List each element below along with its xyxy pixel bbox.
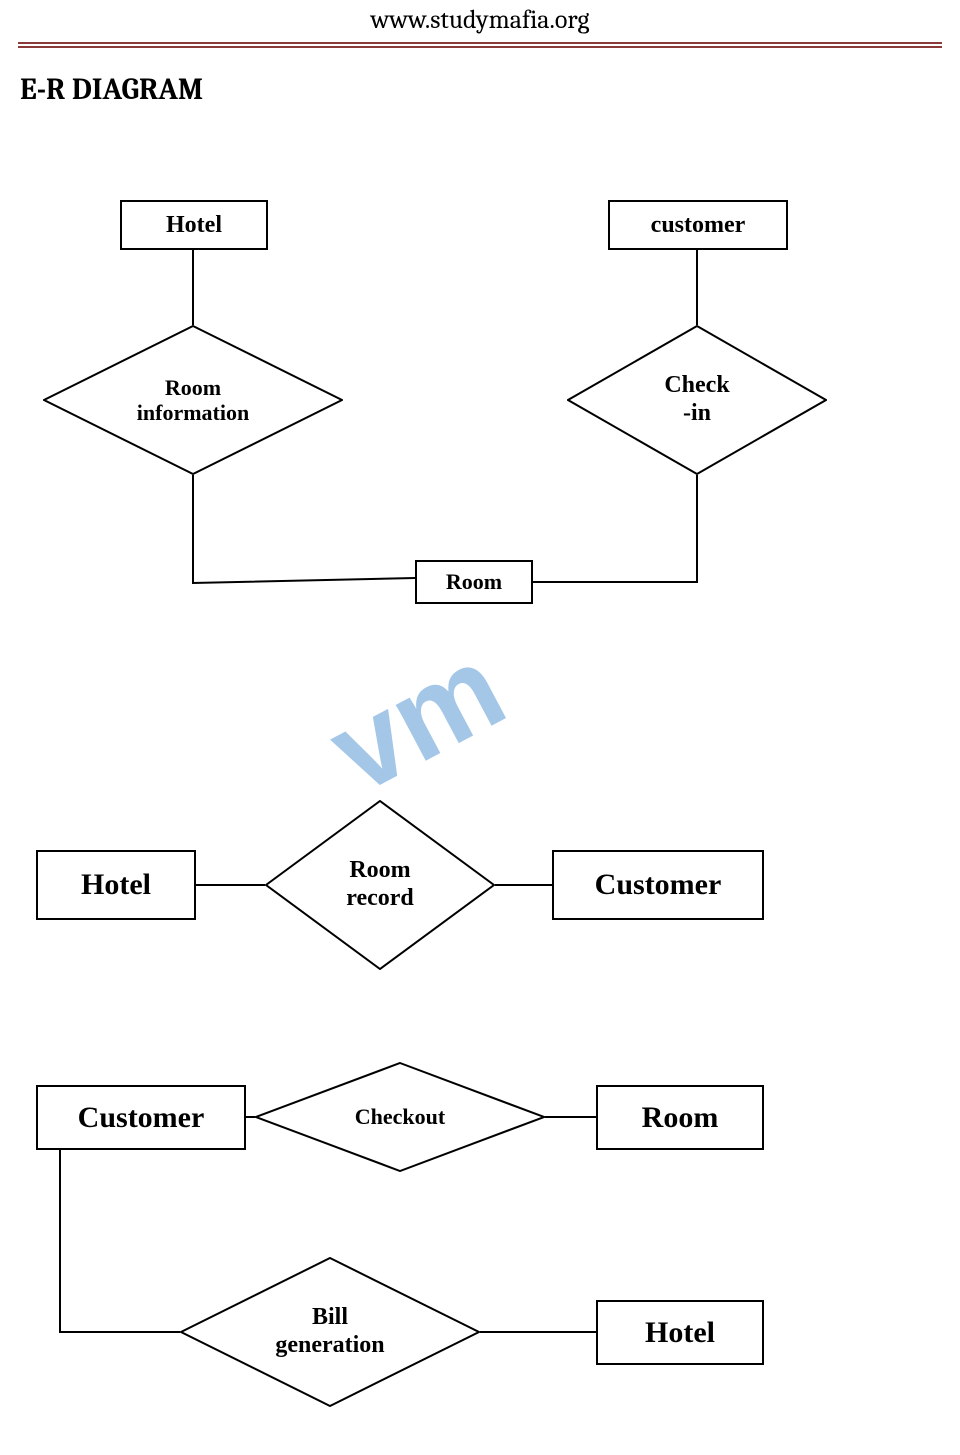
edge-customer3-billgen	[60, 1150, 180, 1332]
relationship-checkout: Checkout	[255, 1062, 545, 1172]
edge-roominfo-room1	[193, 475, 415, 583]
entity-room1: Room	[415, 560, 533, 604]
edge-checkin-room1	[533, 475, 697, 582]
entity-hotel2: Hotel	[36, 850, 196, 920]
entity-hotel3: Hotel	[596, 1300, 764, 1365]
entity-customer1: customer	[608, 200, 788, 250]
entity-label-hotel3: Hotel	[645, 1316, 715, 1350]
relationship-roominfo: Roominformation	[43, 325, 343, 475]
entity-customer2: Customer	[552, 850, 764, 920]
entity-label-customer3: Customer	[78, 1101, 205, 1135]
relationship-billgen: Billgeneration	[180, 1257, 480, 1407]
entity-label-customer1: customer	[651, 212, 746, 239]
relationship-label-checkin: Check-in	[567, 372, 827, 427]
entity-label-room1: Room	[446, 569, 502, 595]
entity-label-room2: Room	[642, 1101, 719, 1135]
relationship-label-roomrecord: Roomrecord	[265, 857, 495, 912]
entity-label-hotel1: Hotel	[166, 212, 222, 239]
relationship-roomrecord: Roomrecord	[265, 800, 495, 970]
relationship-label-billgen: Billgeneration	[180, 1304, 480, 1359]
entity-label-hotel2: Hotel	[81, 868, 151, 902]
entity-room2: Room	[596, 1085, 764, 1150]
entity-hotel1: Hotel	[120, 200, 268, 250]
entity-label-customer2: Customer	[595, 868, 722, 902]
relationship-label-checkout: Checkout	[255, 1104, 545, 1129]
relationship-checkin: Check-in	[567, 325, 827, 475]
entity-customer3: Customer	[36, 1085, 246, 1150]
relationship-label-roominfo: Roominformation	[43, 375, 343, 426]
